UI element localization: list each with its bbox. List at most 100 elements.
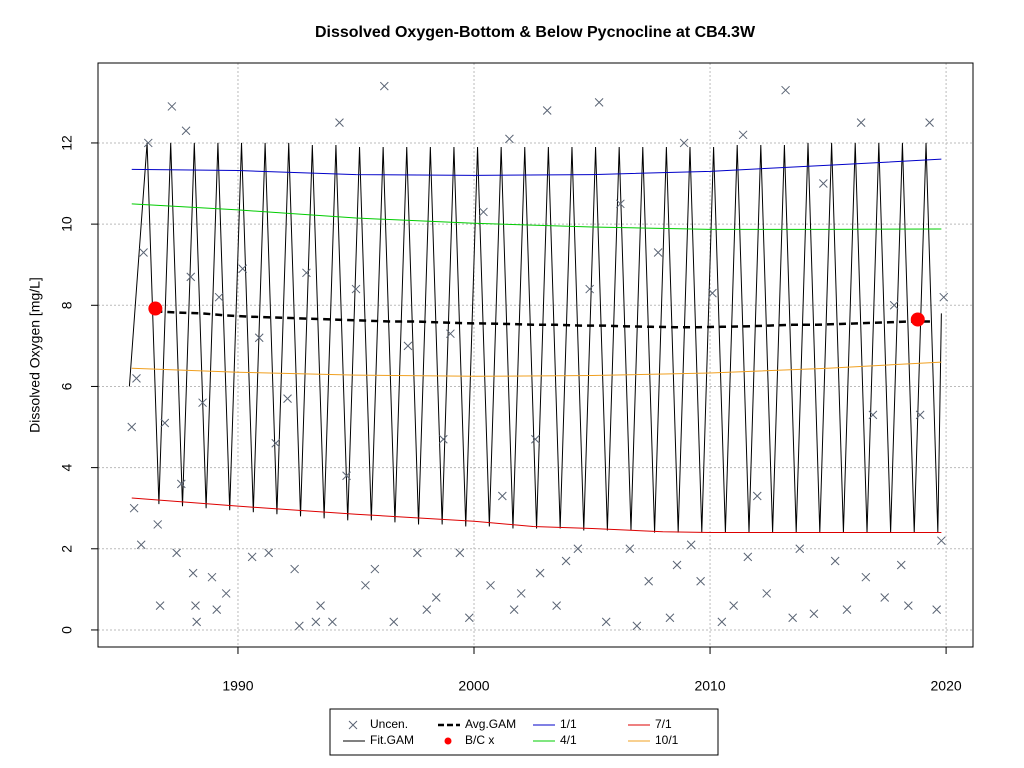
data-point: [370, 564, 380, 574]
data-point: [679, 138, 689, 148]
data-point: [139, 248, 148, 257]
data-point: [932, 605, 942, 615]
y-tick-label: 2: [59, 545, 75, 553]
data-point: [594, 98, 604, 107]
data-point: [328, 617, 337, 627]
data-point: [788, 613, 798, 623]
data-point: [132, 373, 141, 383]
data-point: [896, 560, 906, 570]
data-point: [207, 572, 217, 582]
data-point: [616, 199, 625, 209]
data-point: [535, 568, 545, 578]
data-point: [937, 536, 946, 546]
data-point: [446, 329, 455, 339]
data-point: [254, 333, 264, 343]
x-tick-label: 2000: [458, 678, 489, 694]
data-point: [542, 106, 552, 115]
data-point: [880, 593, 890, 602]
data-point: [192, 617, 202, 627]
data-point: [316, 601, 325, 610]
data-point: [335, 118, 344, 128]
data-point: [160, 418, 170, 428]
data-point: [842, 605, 852, 615]
data-point: [155, 601, 165, 610]
series-line: [131, 361, 942, 377]
y-tick-label: 8: [59, 301, 75, 309]
data-point: [717, 617, 727, 627]
data-point: [148, 301, 163, 316]
data-point: [653, 248, 663, 257]
data-point: [176, 479, 186, 489]
data-point: [552, 601, 561, 610]
data-point: [283, 394, 292, 403]
data-point: [625, 544, 635, 554]
y-tick-label: 0: [59, 626, 75, 634]
data-point: [264, 548, 274, 558]
data-point: [486, 580, 495, 590]
data-point: [809, 609, 819, 619]
data-point: [729, 601, 739, 610]
y-tick-label: 10: [59, 216, 75, 232]
data-point: [672, 560, 682, 570]
plot-frame: [97, 62, 974, 648]
data-point: [861, 572, 871, 582]
data-point: [781, 85, 790, 95]
data-point: [795, 544, 805, 554]
data-point: [389, 617, 399, 627]
data-point: [903, 601, 913, 610]
data-point: [172, 548, 181, 558]
data-point: [585, 284, 595, 294]
data-point: [136, 540, 146, 550]
data-point: [127, 422, 137, 432]
legend-label: 7/1: [655, 717, 672, 731]
y-tick-label: 6: [59, 382, 75, 390]
legend-label: Avg.GAM: [465, 717, 516, 731]
series-line: [155, 310, 935, 329]
data-point: [294, 621, 304, 631]
data-point: [509, 605, 519, 615]
data-point: [925, 118, 934, 128]
data-point: [573, 544, 583, 554]
legend-label: 1/1: [560, 717, 577, 731]
data-point: [221, 589, 231, 598]
data-point: [290, 564, 299, 574]
data-point: [186, 272, 196, 282]
data-point: [212, 605, 222, 615]
data-point: [665, 613, 675, 623]
data-point: [188, 568, 198, 578]
data-point: [738, 130, 748, 140]
data-point: [830, 556, 840, 566]
data-point: [403, 341, 413, 351]
x-tick-label: 2010: [694, 678, 725, 694]
data-point: [696, 576, 705, 586]
data-point: [455, 548, 465, 558]
y-tick-label: 4: [59, 464, 75, 472]
legend-label: 10/1: [655, 733, 679, 747]
data-point: [361, 580, 370, 590]
series-line: [131, 203, 942, 230]
legend-label: B/C x: [465, 733, 494, 747]
series-line: [131, 158, 942, 176]
data-point: [271, 438, 281, 448]
data-point: [818, 179, 828, 188]
data-point: [153, 520, 163, 529]
data-point: [198, 398, 207, 408]
legend-symbol: [348, 720, 358, 730]
data-point: [351, 284, 361, 294]
data-point: [516, 589, 526, 598]
data-point: [632, 621, 642, 631]
data-point: [431, 593, 441, 602]
data-point: [238, 264, 248, 274]
data-point: [497, 491, 507, 501]
data-point: [868, 410, 878, 420]
legend-label: Uncen.: [370, 717, 408, 731]
data-point: [910, 312, 925, 327]
data-point: [311, 617, 321, 627]
data-point: [856, 118, 866, 128]
data-point: [302, 268, 311, 278]
data-point: [939, 292, 949, 302]
data-point: [601, 617, 611, 627]
data-point: [889, 300, 899, 310]
